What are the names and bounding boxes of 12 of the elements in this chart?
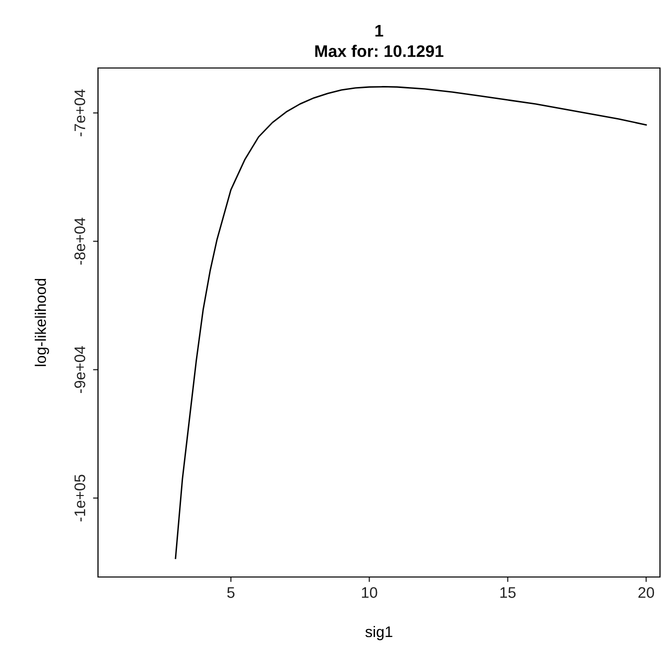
x-tick-label: 10 [362, 587, 378, 598]
x-tick-label: 5 [227, 587, 234, 598]
y-tick-label: -7e+04 [74, 89, 86, 136]
line-series [174, 86, 647, 560]
y-tick-label: -1e+05 [74, 474, 86, 522]
y-axis-title: log-likelihood [34, 278, 50, 366]
x-tick-label: 15 [500, 587, 516, 598]
y-tick-label: -9e+04 [74, 346, 86, 393]
y-tick-label: -8e+04 [74, 218, 86, 265]
chart-title: 1 Max for: 10.1291 [315, 25, 444, 58]
x-tick-label: 20 [638, 587, 654, 598]
x-axis-title: sig1 [365, 626, 392, 640]
